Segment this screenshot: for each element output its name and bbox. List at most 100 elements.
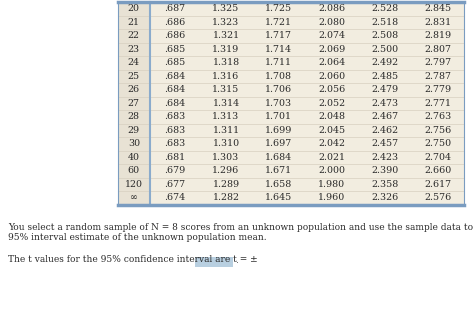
Text: 1.289: 1.289 [212,180,239,189]
Text: 2.326: 2.326 [371,193,398,202]
Text: .683: .683 [164,112,185,121]
Text: 1.323: 1.323 [212,18,239,27]
Bar [305,191,358,204]
Text: The t values for the 95% confidence interval are t = ±: The t values for the 95% confidence inte… [8,255,258,265]
Text: 2.390: 2.390 [371,166,398,175]
Bar [358,83,411,96]
Text: 1.311: 1.311 [212,126,239,135]
Text: 1.303: 1.303 [212,153,239,162]
Text: .683: .683 [164,126,185,135]
Text: 2.048: 2.048 [318,112,345,121]
Text: 2.045: 2.045 [318,126,346,135]
Text: 2.750: 2.750 [424,139,451,148]
Text: 2.704: 2.704 [424,153,451,162]
Text: .674: .674 [164,193,185,202]
Text: 1.699: 1.699 [265,126,292,135]
Text: 2.508: 2.508 [371,31,398,40]
Text: 2.763: 2.763 [424,112,451,121]
Text: 2.423: 2.423 [371,153,398,162]
Bar [118,151,150,164]
Bar [195,256,233,266]
Bar [253,137,305,151]
Text: .687: .687 [164,4,185,13]
Bar [118,137,150,151]
Text: 2.500: 2.500 [371,45,398,54]
Text: 1.960: 1.960 [318,193,346,202]
Text: 1.711: 1.711 [265,58,292,67]
Text: 2.060: 2.060 [318,72,346,81]
Text: 1.318: 1.318 [212,58,239,67]
Bar [305,96,358,110]
Text: 2.069: 2.069 [318,45,346,54]
Text: 2.617: 2.617 [424,180,451,189]
Text: 60: 60 [128,166,140,175]
Bar [118,96,150,110]
Text: 2.467: 2.467 [371,112,398,121]
Bar [200,151,253,164]
Bar [118,2,150,15]
Text: .685: .685 [164,45,185,54]
Bar [200,164,253,177]
Bar [411,83,464,96]
Bar [150,191,200,204]
Text: 2.479: 2.479 [371,85,398,94]
Bar [411,151,464,164]
Text: 1.708: 1.708 [265,72,292,81]
Bar [253,83,305,96]
Text: 2.787: 2.787 [424,72,451,81]
Bar [200,2,253,15]
Bar [305,15,358,29]
Text: 1.701: 1.701 [265,112,292,121]
Bar [358,110,411,123]
Bar [305,164,358,177]
Bar [358,164,411,177]
Bar [411,2,464,15]
Bar [118,43,150,56]
Text: .: . [236,256,239,265]
Bar [358,96,411,110]
Text: 23: 23 [128,45,140,54]
Bar [411,43,464,56]
Text: You select a random sample of N = 8 scores from an unknown population and use th: You select a random sample of N = 8 scor… [8,222,474,232]
Text: 2.807: 2.807 [424,45,451,54]
Text: 28: 28 [128,112,140,121]
Bar [253,123,305,137]
Bar [253,70,305,83]
Text: 2.056: 2.056 [318,85,346,94]
Text: 1.697: 1.697 [265,139,292,148]
Text: 1.706: 1.706 [265,85,292,94]
Bar [411,123,464,137]
Text: .679: .679 [164,166,185,175]
Text: 1.310: 1.310 [212,139,239,148]
Bar [411,110,464,123]
Bar [253,56,305,70]
Bar [150,2,200,15]
Bar [253,96,305,110]
Bar [118,70,150,83]
Bar [305,151,358,164]
Bar [305,56,358,70]
Text: 27: 27 [128,99,140,108]
Bar [305,137,358,151]
Text: .684: .684 [164,72,185,81]
Bar [358,43,411,56]
Text: 25: 25 [128,72,140,81]
Bar [200,110,253,123]
Bar [411,15,464,29]
Text: 120: 120 [125,180,143,189]
Text: 1.980: 1.980 [318,180,346,189]
Bar [150,70,200,83]
Bar [150,96,200,110]
Text: 20: 20 [128,4,140,13]
Bar [200,123,253,137]
Text: 95% interval estimate of the unknown population mean.: 95% interval estimate of the unknown pop… [8,233,266,243]
Bar [253,110,305,123]
Bar [150,15,200,29]
Bar [358,2,411,15]
Text: 2.528: 2.528 [371,4,398,13]
Text: 2.074: 2.074 [318,31,345,40]
Bar [411,70,464,83]
Text: 30: 30 [128,139,140,148]
Bar [253,151,305,164]
Text: .685: .685 [164,58,185,67]
